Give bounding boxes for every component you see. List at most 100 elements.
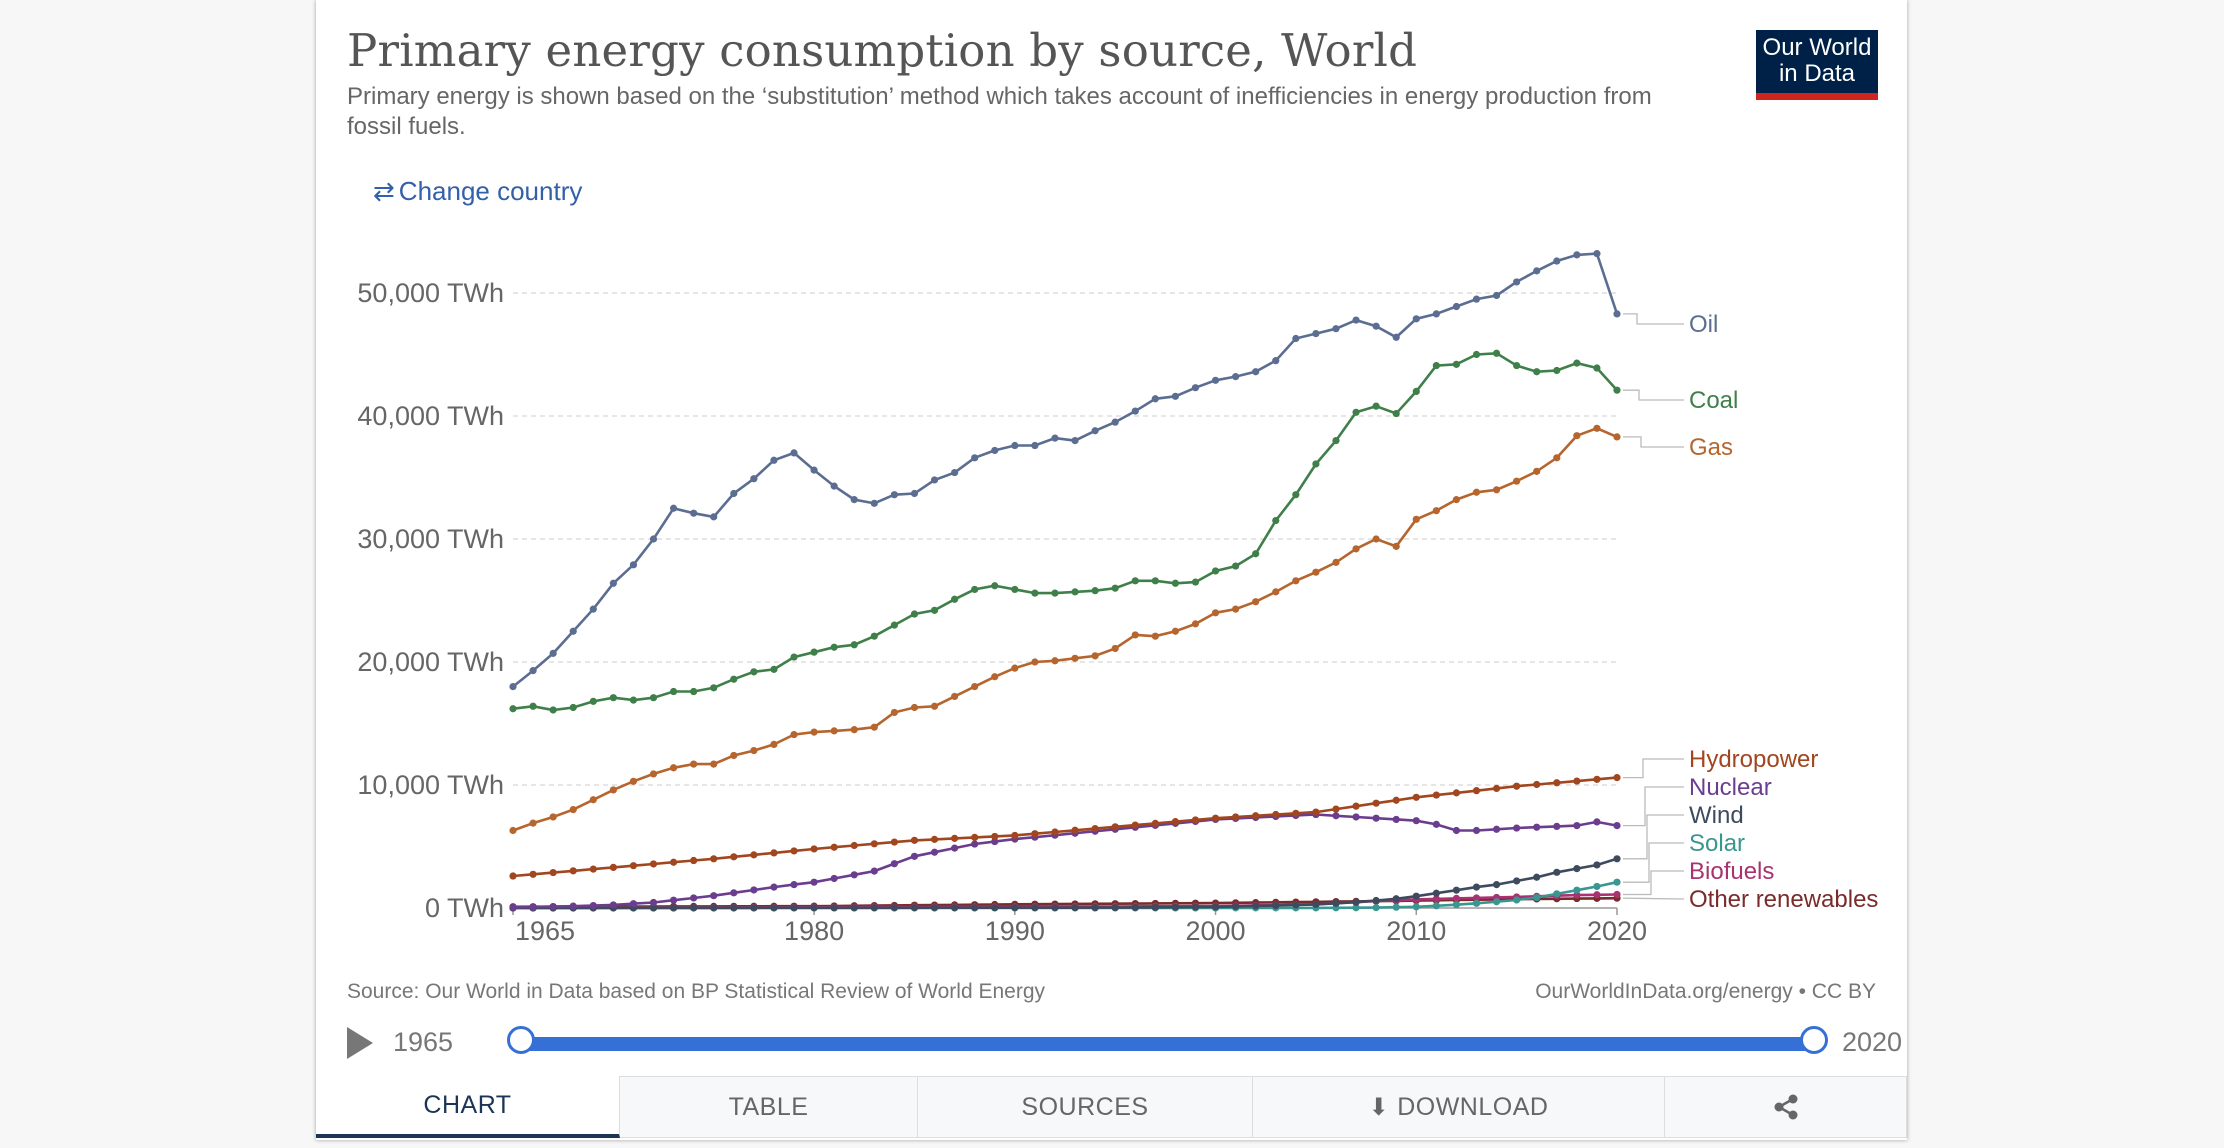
data-point-nuclear	[1492, 825, 1501, 833]
data-point-gas	[1312, 568, 1320, 576]
series-label-other_renewables[interactable]: Other renewables	[1689, 886, 1878, 913]
data-point-gas	[1573, 432, 1581, 440]
data-point-hydropower	[549, 868, 557, 877]
data-point-hydropower	[669, 858, 678, 866]
data-point-oil	[850, 496, 858, 504]
data-point-nuclear	[971, 840, 979, 848]
data-point-coal	[1352, 408, 1360, 416]
data-point-hydropower	[1533, 780, 1541, 789]
data-point-hydropower	[710, 855, 718, 863]
data-point-oil	[1613, 310, 1621, 318]
data-point-nuclear	[930, 848, 939, 856]
data-point-wind	[910, 904, 919, 912]
data-point-biofuels	[1613, 890, 1621, 899]
data-point-hydropower	[1091, 824, 1099, 833]
data-point-oil	[1131, 407, 1139, 415]
data-point-oil	[890, 491, 898, 499]
tab-chart[interactable]: CHART	[316, 1076, 620, 1138]
data-point-nuclear	[609, 901, 617, 909]
tab-sources[interactable]: SOURCES	[918, 1076, 1253, 1138]
data-point-hydropower	[609, 863, 617, 872]
change-country-button[interactable]: ⇄ Change country	[373, 176, 582, 207]
data-point-gas	[1051, 657, 1059, 665]
data-point-oil	[1392, 333, 1400, 341]
data-point-nuclear	[1432, 820, 1440, 828]
owid-logo[interactable]: Our World in Data	[1756, 30, 1878, 100]
data-point-wind	[1372, 896, 1380, 905]
data-point-wind	[870, 904, 878, 912]
y-tick-label: 0 TWh	[425, 893, 504, 923]
series-line-coal[interactable]	[512, 351, 1618, 712]
data-point-oil	[529, 667, 537, 675]
data-point-oil	[710, 513, 718, 521]
data-point-oil	[750, 475, 758, 483]
data-point-coal	[1412, 387, 1420, 395]
data-point-gas	[991, 673, 999, 681]
series-line-hydropower[interactable]	[512, 776, 1618, 878]
data-point-oil	[730, 489, 738, 498]
data-point-nuclear	[1352, 813, 1360, 821]
data-point-oil	[589, 605, 597, 613]
data-point-hydropower	[1272, 810, 1280, 819]
data-point-hydropower	[730, 853, 738, 861]
data-point-solar	[1492, 898, 1501, 906]
data-point-gas	[1031, 658, 1039, 666]
data-point-coal	[629, 696, 638, 704]
tab-download[interactable]: ⬇ DOWNLOAD	[1253, 1076, 1665, 1138]
data-point-hydropower	[1171, 818, 1179, 826]
series-label-coal[interactable]: Coal	[1689, 387, 1738, 414]
data-point-oil	[1312, 329, 1320, 338]
data-point-hydropower	[770, 849, 778, 857]
series-label-biofuels[interactable]: Biofuels	[1689, 858, 1774, 885]
data-point-hydropower	[991, 832, 999, 841]
data-point-hydropower	[971, 833, 979, 841]
data-point-nuclear	[810, 878, 818, 886]
data-point-hydropower	[1352, 802, 1360, 810]
license-link[interactable]: OurWorldInData.org/energy • CC BY	[1535, 980, 1876, 1003]
data-point-hydropower	[1593, 775, 1601, 783]
data-point-coal	[730, 675, 738, 683]
data-point-gas	[1272, 588, 1280, 596]
series-line-oil[interactable]	[512, 252, 1619, 688]
data-point-hydropower	[1151, 819, 1159, 827]
data-point-oil	[1593, 250, 1601, 258]
data-point-solar	[1472, 899, 1481, 907]
data-point-wind	[930, 904, 939, 912]
data-point-gas	[549, 813, 557, 821]
data-point-gas	[971, 683, 979, 691]
data-point-hydropower	[1553, 779, 1561, 787]
series-label-nuclear[interactable]: Nuclear	[1689, 774, 1772, 801]
series-label-solar[interactable]: Solar	[1689, 830, 1745, 857]
data-point-coal	[1533, 368, 1541, 376]
data-point-oil	[1352, 316, 1360, 324]
data-point-gas	[649, 770, 658, 778]
timeline-start-handle[interactable]	[507, 1026, 535, 1054]
data-point-oil	[1191, 384, 1200, 392]
line-chart[interactable]: 0 TWh 10,000 TWh 20,000 TWh 30,000 TWh 40,00…	[316, 240, 1907, 970]
timeline-track[interactable]	[522, 1037, 1814, 1051]
data-point-gas	[1392, 542, 1400, 550]
timeline-start-label: 1965	[393, 1027, 454, 1057]
data-point-nuclear	[1372, 814, 1380, 822]
data-point-wind	[1111, 904, 1119, 912]
data-point-gas	[1071, 654, 1079, 662]
data-point-oil	[649, 535, 658, 543]
x-tick-label: 2000	[1186, 916, 1246, 946]
data-point-wind	[1492, 881, 1501, 889]
tab-share[interactable]	[1665, 1076, 1907, 1138]
series-label-oil[interactable]: Oil	[1689, 311, 1718, 338]
share-icon	[1774, 1094, 1797, 1120]
data-point-gas	[1252, 598, 1260, 606]
series-label-hydropower[interactable]: Hydropower	[1689, 746, 1818, 773]
data-point-gas	[1432, 507, 1440, 515]
series-label-wind[interactable]: Wind	[1689, 802, 1744, 829]
series-label-gas[interactable]: Gas	[1689, 434, 1733, 461]
play-icon[interactable]	[347, 1027, 373, 1059]
series-line-gas[interactable]	[512, 426, 1618, 832]
timeline-end-handle[interactable]	[1800, 1026, 1828, 1054]
data-point-coal	[951, 595, 959, 603]
data-point-coal	[930, 606, 939, 614]
tab-table[interactable]: TABLE	[620, 1076, 918, 1138]
data-point-wind	[1392, 895, 1400, 903]
data-point-oil	[1513, 278, 1521, 286]
